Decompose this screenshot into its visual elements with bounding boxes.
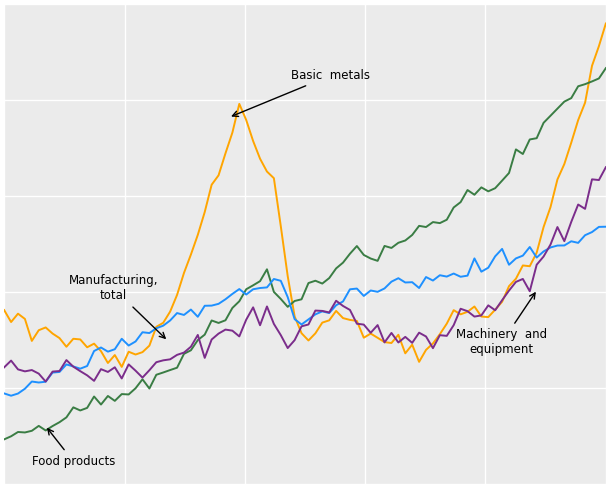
Text: Machinery  and
equipment: Machinery and equipment	[456, 293, 547, 356]
Text: Basic  metals: Basic metals	[232, 69, 370, 117]
Text: Manufacturing,
total: Manufacturing, total	[69, 274, 165, 338]
Text: Food products: Food products	[32, 429, 115, 468]
